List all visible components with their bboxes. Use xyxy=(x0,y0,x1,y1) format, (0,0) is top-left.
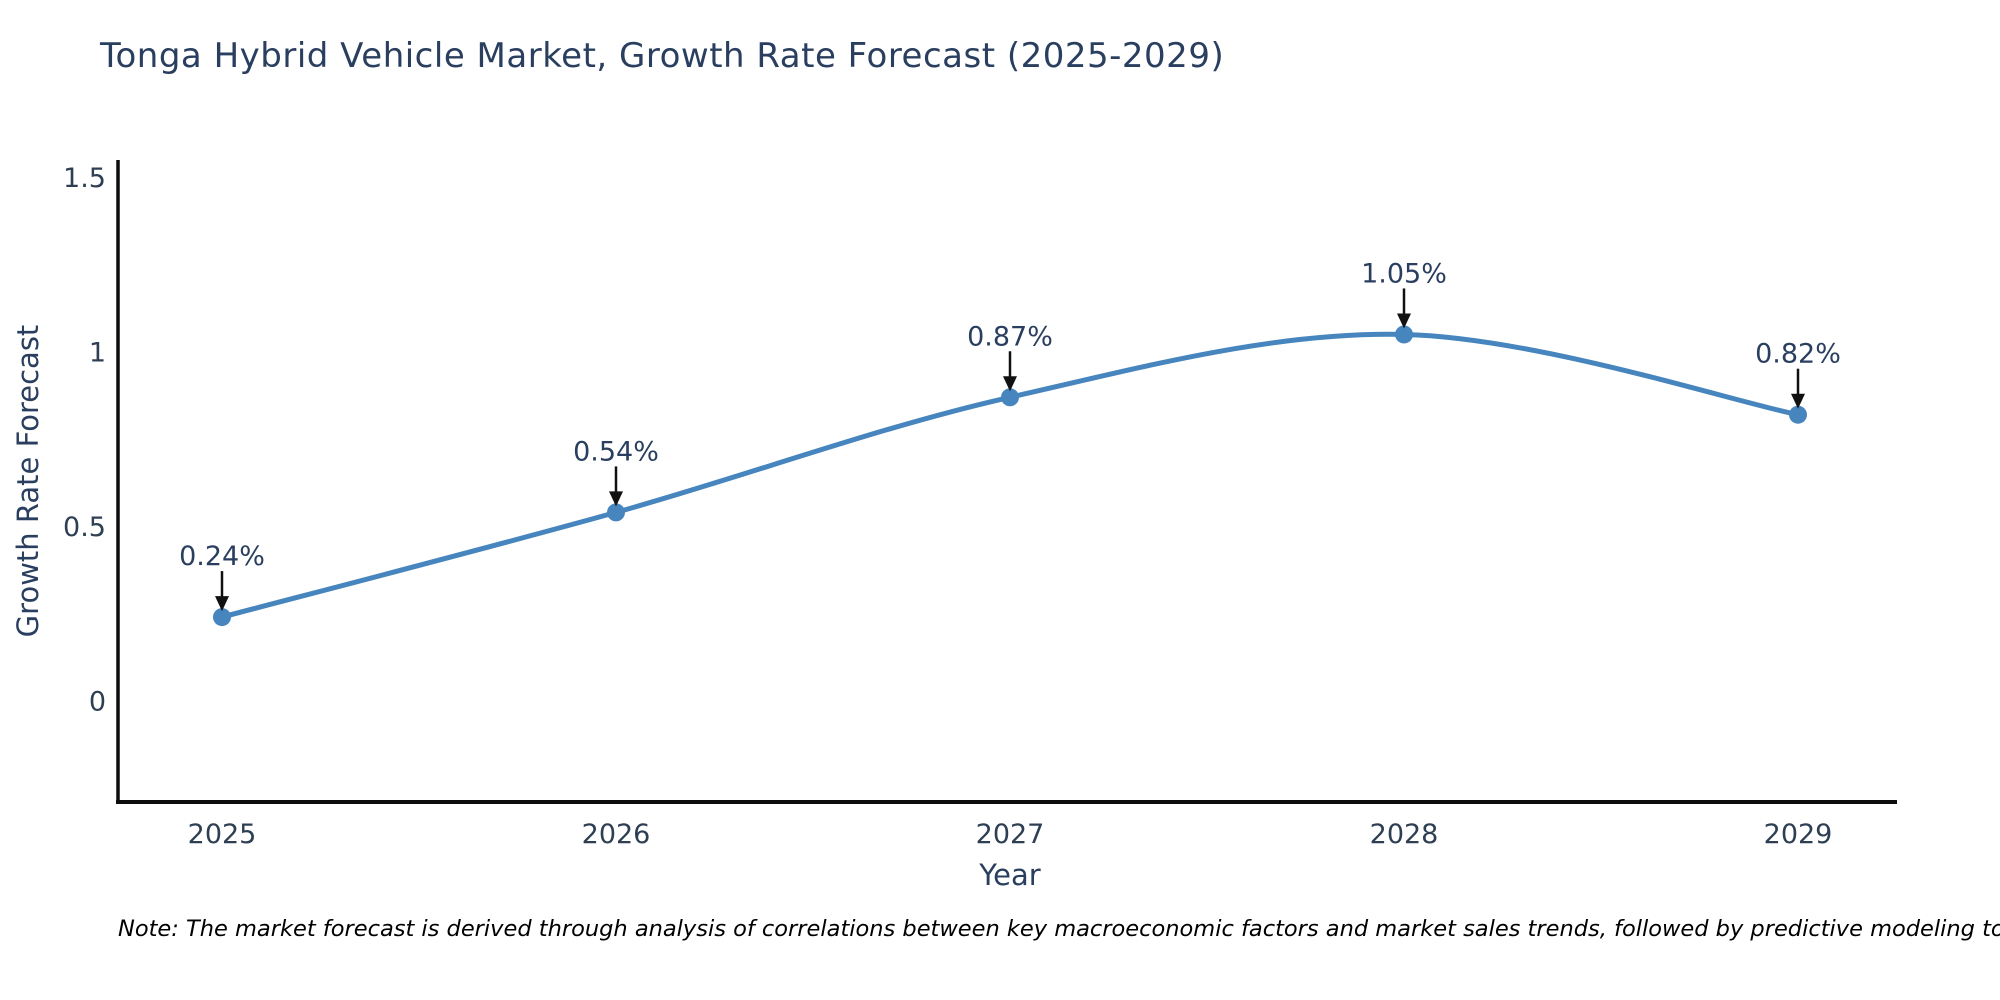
data-point-marker xyxy=(1001,388,1019,407)
footnote: Note: The market forecast is derived thr… xyxy=(118,916,2000,942)
x-tick-label: 2027 xyxy=(976,819,1045,850)
x-tick-label: 2025 xyxy=(188,819,257,850)
x-tick-label: 2028 xyxy=(1370,819,1439,850)
x-tick-label: 2029 xyxy=(1764,819,1833,850)
data-point-label: 0.24% xyxy=(179,541,265,572)
y-tick-label: 0 xyxy=(89,686,106,717)
annotation-arrow-head xyxy=(1003,376,1017,392)
data-point-marker xyxy=(1395,325,1413,344)
annotation-arrow-head xyxy=(1791,393,1805,409)
data-point-label: 0.87% xyxy=(967,321,1053,352)
x-axis-title: Year xyxy=(979,858,1041,892)
annotation-arrow-head xyxy=(609,491,623,507)
y-axis-title: Growth Rate Forecast xyxy=(11,324,45,638)
chart-title: Tonga Hybrid Vehicle Market, Growth Rate… xyxy=(100,36,1225,76)
data-point-marker xyxy=(607,503,625,522)
x-tick-label: 2026 xyxy=(582,819,651,850)
data-point-marker xyxy=(213,608,231,627)
annotation-arrow-head xyxy=(215,596,229,612)
y-tick-label: 1.5 xyxy=(63,163,106,194)
annotation-arrow-head xyxy=(1397,313,1411,329)
y-tick-label: 1 xyxy=(89,337,106,368)
data-point-marker xyxy=(1789,405,1807,424)
data-point-label: 0.82% xyxy=(1755,339,1841,370)
data-point-label: 0.54% xyxy=(573,436,659,467)
data-point-label: 1.05% xyxy=(1361,258,1447,289)
y-tick-label: 0.5 xyxy=(63,512,106,543)
